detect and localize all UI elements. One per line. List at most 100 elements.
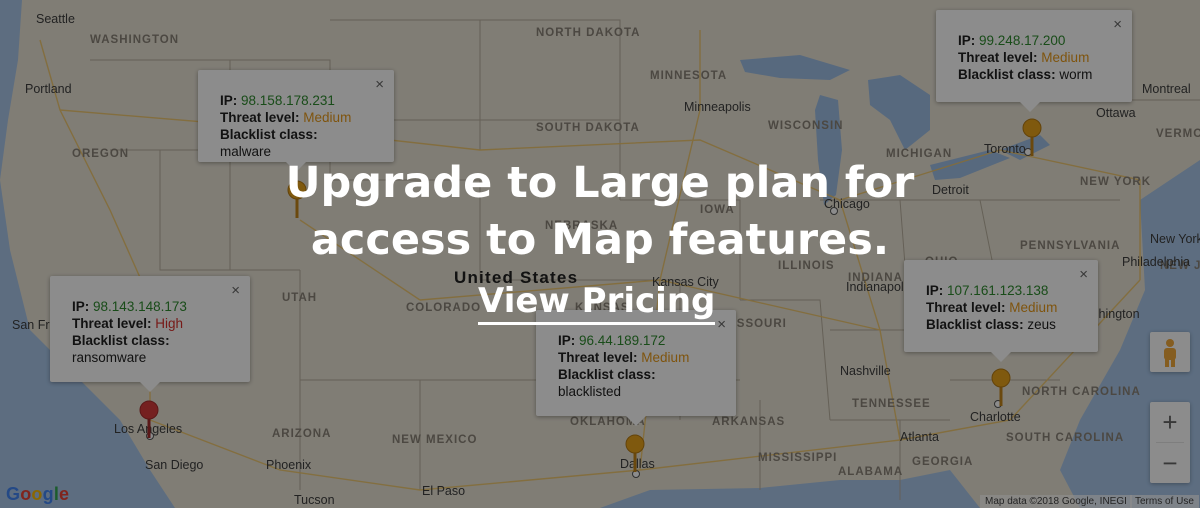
state-label-north-carolina: NORTH CAROLINA <box>1022 386 1141 398</box>
threat-level-label: Threat level: <box>220 110 300 125</box>
zoom-out-button[interactable]: − <box>1162 448 1178 478</box>
zoom-in-button[interactable]: + <box>1162 407 1178 437</box>
city-label-san-diego: San Diego <box>145 458 204 472</box>
close-icon[interactable]: × <box>1079 266 1088 283</box>
state-label-mississippi: MISSISSIPPI <box>758 452 838 464</box>
threat-level-label: Threat level: <box>958 50 1038 65</box>
blacklist-class-value: zeus <box>1027 317 1056 332</box>
threat-level-value: Medium <box>303 110 352 125</box>
close-icon[interactable]: × <box>717 316 726 333</box>
blacklist-class-label: Blacklist class: <box>958 67 1056 82</box>
state-label-new-mexico: NEW MEXICO <box>392 434 478 446</box>
ip-label: IP: <box>72 299 90 314</box>
blacklist-class-label: Blacklist class: <box>220 127 318 142</box>
state-label-minnesota: MINNESOTA <box>650 70 728 82</box>
city-label-san-francisco: San Fra <box>12 318 57 332</box>
city-label-tucson: Tucson <box>294 493 335 507</box>
ip-value: 96.44.189.172 <box>579 333 666 348</box>
ip-label: IP: <box>220 93 238 108</box>
popup-tail <box>991 352 1011 362</box>
state-label-new-york: NEW YORK <box>1080 176 1152 188</box>
city-label-atlanta: Atlanta <box>900 430 939 444</box>
terms-of-use-link[interactable]: Terms of Use <box>1130 495 1199 508</box>
city-label-phoenix: Phoenix <box>266 458 312 472</box>
close-icon[interactable]: × <box>375 76 384 93</box>
state-label-missouri: MISSOURI <box>722 318 787 330</box>
state-label-nebraska: NEBRASKA <box>545 220 619 232</box>
state-label-oregon: OREGON <box>72 148 130 160</box>
map-pin-medium[interactable] <box>1022 118 1042 158</box>
view-pricing-link[interactable]: View Pricing <box>478 282 716 325</box>
zoom-control: + − <box>1150 402 1190 483</box>
ip-info-popup: × IP: 98.143.148.173 Threat level: High … <box>50 276 250 392</box>
state-label-washington: WASHINGTON <box>90 34 180 46</box>
state-label-vermont: VERMONT <box>1156 128 1200 140</box>
google-logo[interactable]: Google <box>6 484 70 504</box>
blacklist-class-value: malware <box>220 144 272 159</box>
state-label-wisconsin: WISCONSIN <box>768 120 844 132</box>
state-label-iowa: IOWA <box>700 204 735 216</box>
threat-level-value: Medium <box>641 350 690 365</box>
popup-tail <box>626 416 646 426</box>
city-label-toronto: Toronto <box>984 142 1026 156</box>
blacklist-class-value: worm <box>1059 67 1093 82</box>
headline-line-2: access to Map features. <box>310 215 890 265</box>
ip-label: IP: <box>558 333 576 348</box>
city-label-nashville: Nashville <box>840 364 891 378</box>
map-pin-medium[interactable] <box>287 180 307 220</box>
state-label-north-dakota: NORTH DAKOTA <box>536 27 641 39</box>
popup-tail <box>140 382 160 392</box>
state-label-alabama: ALABAMA <box>838 466 904 478</box>
country-label: United States <box>454 268 579 287</box>
map-pin-high[interactable] <box>139 400 159 440</box>
ip-info-popup: × IP: 98.158.178.231 Threat level: Mediu… <box>198 70 394 172</box>
popup-tail <box>286 162 306 172</box>
state-label-indiana: INDIANA <box>848 272 903 284</box>
ip-value: 98.143.148.173 <box>93 299 187 314</box>
ip-info-popup: × IP: 99.248.17.200 Threat level: Medium… <box>936 10 1132 112</box>
city-dot <box>830 207 838 215</box>
ip-value: 99.248.17.200 <box>979 33 1066 48</box>
state-label-south-dakota: SOUTH DAKOTA <box>536 122 640 134</box>
close-icon[interactable]: × <box>1113 16 1122 33</box>
ip-label: IP: <box>958 33 976 48</box>
city-label-dallas: Dallas <box>620 457 655 471</box>
map-pin-medium[interactable] <box>991 368 1011 408</box>
state-label-illinois: ILLINOIS <box>778 260 835 272</box>
state-label-utah: UTAH <box>282 292 318 304</box>
threat-level-value: Medium <box>1041 50 1090 65</box>
state-label-arizona: ARIZONA <box>272 428 332 440</box>
close-icon[interactable]: × <box>231 282 240 299</box>
zoom-divider <box>1156 442 1184 443</box>
city-label-detroit: Detroit <box>932 183 969 197</box>
street-view-pegman[interactable] <box>1150 332 1190 372</box>
blacklist-class-label: Blacklist class: <box>926 317 1024 332</box>
city-label-ottawa: Ottawa <box>1096 106 1136 120</box>
threat-level-value: Medium <box>1009 300 1058 315</box>
blacklist-class-label: Blacklist class: <box>558 367 656 382</box>
blacklist-class-value: blacklisted <box>558 384 622 399</box>
ip-info-popup: × IP: 107.161.123.138 Threat level: Medi… <box>904 260 1098 362</box>
city-label-new-york: New York <box>1150 232 1200 246</box>
pegman-icon <box>1164 339 1176 367</box>
state-label-michigan: MICHIGAN <box>886 148 953 160</box>
state-label-tennessee: TENNESSEE <box>852 398 931 410</box>
city-label-montreal: Montreal <box>1142 82 1191 96</box>
city-label-kansas-city: Kansas City <box>652 275 719 289</box>
headline-line-1: Upgrade to Large plan for <box>285 158 915 208</box>
ip-value: 107.161.123.138 <box>947 283 1049 298</box>
ip-label: IP: <box>926 283 944 298</box>
threat-level-value: High <box>155 316 184 331</box>
city-label-minneapolis: Minneapolis <box>684 100 751 114</box>
state-label-south-carolina: SOUTH CAROLINA <box>1006 432 1125 444</box>
city-label-portland: Portland <box>25 82 72 96</box>
threat-level-label: Threat level: <box>72 316 152 331</box>
state-label-colorado: COLORADO <box>406 302 482 314</box>
map-pin-medium[interactable] <box>625 434 645 474</box>
upgrade-headline: Upgrade to Large plan for access to Map … <box>0 155 1200 269</box>
state-label-pennsylvania: PENNSYLVANIA <box>1020 240 1121 252</box>
threat-level-label: Threat level: <box>926 300 1006 315</box>
state-label-georgia: GEORGIA <box>912 456 974 468</box>
